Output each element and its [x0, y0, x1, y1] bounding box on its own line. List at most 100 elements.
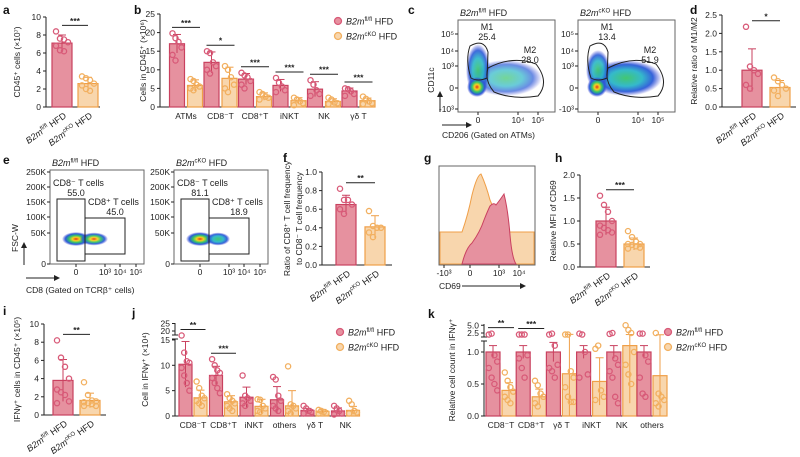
data-point [247, 77, 254, 85]
panel-letter-f: f [283, 151, 288, 165]
category-label: γδ T [553, 420, 570, 430]
data-point [325, 100, 332, 108]
y-tick-label: 1.5 [563, 193, 575, 203]
y-tick-label: 5 [165, 386, 170, 396]
gate-label-cd8-negative: CD8⁻ T cells [177, 178, 228, 188]
category-label: CD8⁻T [207, 111, 234, 121]
data-point [169, 30, 176, 37]
significance-marker: *** [70, 16, 81, 26]
panel-letter-g: g [424, 151, 431, 165]
genotype-superscript: cKO [608, 283, 621, 295]
y-tick-label: 0.0 [563, 262, 575, 272]
data-point [272, 376, 279, 383]
x-tick-label: 10⁵ [532, 115, 545, 125]
gene-name: B2m [676, 328, 695, 338]
data-point [592, 396, 599, 404]
data-point [56, 35, 64, 42]
group-label-wt: B2mfl/fl HFD [52, 158, 100, 168]
data-point [774, 77, 782, 85]
category-label: iNKT [582, 420, 601, 430]
condition: HFD [702, 328, 723, 338]
gene-name: B2m [52, 158, 71, 168]
data-point [548, 367, 556, 375]
data-point [290, 101, 298, 109]
bar-wt [515, 351, 531, 417]
gate-value-m1: 25.4 [478, 32, 496, 42]
genotype-superscript: fl/fl [729, 123, 739, 132]
chart-k: 0.0 0.5 1.0 2.55.0 Relative cell count in IF… [447, 318, 728, 430]
gate-label-m2: M2 [644, 45, 657, 55]
data-point [198, 402, 206, 410]
data-point [636, 244, 644, 251]
x-tick-label: 10⁵ [254, 267, 267, 277]
gate-m2 [486, 59, 544, 98]
chart-f: 0.0 0.2 0.4 0.6 0.8 1.0 Ratio of CD8⁺ T cell f… [282, 160, 392, 306]
significance-marker: ** [357, 173, 364, 183]
genotype-superscript: cKO [365, 32, 377, 38]
data-point [316, 90, 323, 98]
group-label-wt: B2mfl/fl HFD [348, 328, 396, 338]
data-point [60, 47, 68, 55]
y-axis-label: Cells in CD45⁺ (×10⁶) [138, 19, 148, 102]
x-tick-label: 10³ [99, 267, 111, 277]
y-tick-label: 25 [161, 319, 171, 329]
data-point [611, 355, 619, 362]
condition: HFD [71, 110, 94, 131]
panel-letter-e: e [3, 153, 10, 167]
panel-letter-j: j [131, 306, 135, 320]
density-cd8-pos [206, 232, 230, 246]
data-point [169, 51, 176, 59]
y-tick-label: 6 [34, 355, 39, 365]
gate-cd8-positive [208, 217, 250, 255]
data-point [488, 374, 495, 381]
data-point [262, 93, 269, 100]
data-point [84, 391, 92, 399]
y-axis-label: Relative cell count in IFNγ⁺ [447, 318, 457, 421]
y-tick-label: 2 [34, 392, 39, 402]
density-core [587, 77, 607, 97]
x-axis-label-cd206: CD206 (Gated on ATMs) [442, 130, 535, 140]
data-point [596, 192, 604, 199]
significance-marker: *** [615, 180, 626, 190]
category-label: NK [340, 420, 352, 430]
data-point [214, 384, 221, 392]
genotype-superscript: cKO [64, 431, 77, 443]
data-point [782, 85, 790, 92]
data-point [275, 407, 282, 415]
category-label: iNKT [280, 111, 299, 121]
y-tick-label: 2.5 [705, 10, 717, 20]
data-point [606, 330, 613, 338]
category-label: CD8⁻T [488, 420, 515, 430]
gene-name: B2m [460, 8, 479, 18]
data-point [229, 407, 236, 415]
data-point [180, 372, 188, 379]
category-label: γδ T [307, 420, 324, 430]
data-point [596, 231, 604, 239]
data-point [61, 391, 69, 399]
data-point [534, 403, 542, 410]
y-tick-label: 0 [41, 259, 46, 269]
significance-marker: ** [498, 318, 505, 328]
data-point [272, 88, 280, 96]
y-tick-label: 10⁴ [441, 46, 454, 56]
genotype-superscript: fl/fl [583, 283, 593, 292]
genotype-superscript: fl/fl [695, 328, 703, 334]
data-point [80, 402, 88, 410]
y-tick-label: 8 [36, 30, 41, 40]
category-label: CD8⁺T [242, 111, 269, 121]
data-point [501, 369, 509, 376]
gene-name: B2m [346, 32, 365, 42]
y-tick-label: 200K [26, 182, 46, 192]
data-point [277, 397, 285, 405]
y-tick-label: 2.5 [467, 328, 479, 338]
data-point [642, 393, 649, 401]
data-point [493, 358, 501, 365]
y-tick-label: 10⁵ [441, 29, 454, 39]
y-axis-label: Cell in IFNγ⁺ (×10⁴) [140, 332, 150, 407]
data-point [652, 329, 660, 337]
